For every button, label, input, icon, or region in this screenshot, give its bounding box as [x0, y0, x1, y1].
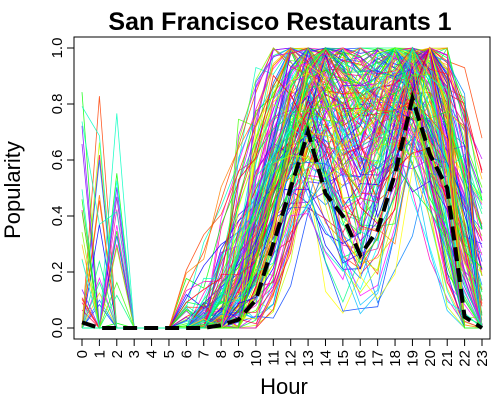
mean-series-line: [81, 90, 484, 330]
x-tick-label: 6: [178, 350, 195, 358]
x-tick-label: 15: [335, 350, 352, 367]
x-tick-label: 2: [109, 350, 126, 358]
x-tick-label: 20: [422, 350, 439, 367]
y-tick-label: 0.2: [49, 262, 66, 283]
x-tick-label: 17: [370, 350, 387, 367]
x-tick-label: 19: [404, 350, 421, 367]
y-tick-label: 0.6: [49, 150, 66, 171]
x-tick-label: 1: [91, 350, 108, 358]
y-axis-label: Popularity: [0, 141, 25, 239]
x-axis-label: Hour: [260, 374, 308, 399]
y-axis: 0.0 0.2 0.4 0.6 0.8 1.0: [49, 38, 75, 339]
x-tick-label: 7: [196, 350, 213, 358]
x-axis: 0 1 2 3 4 5 6 7 8 9 10 11 12 13 14 15 16 17 18 19 20 21 22 23: [74, 338, 491, 367]
x-tick-label: 23: [474, 350, 491, 367]
x-tick-label: 16: [352, 350, 369, 367]
x-tick-label: 3: [126, 350, 143, 358]
x-tick-label: 4: [144, 350, 161, 358]
x-tick-label: 13: [300, 350, 317, 367]
y-tick-label: 1.0: [49, 38, 66, 59]
x-tick-label: 21: [439, 350, 456, 367]
chart-title: San Francisco Restaurants 1: [108, 8, 451, 36]
x-tick-label: 11: [265, 350, 282, 366]
y-tick-label: 0.4: [49, 206, 66, 227]
x-tick-label: 18: [387, 350, 404, 367]
x-tick-label: 10: [248, 350, 265, 367]
x-tick-label: 12: [283, 350, 300, 367]
y-tick-label: 0.0: [49, 318, 66, 339]
x-tick-label: 9: [231, 350, 248, 358]
y-tick-label: 0.8: [49, 94, 66, 115]
x-tick-label: 5: [161, 350, 178, 358]
x-tick-label: 22: [457, 350, 474, 367]
mean-series-layer: [81, 90, 484, 330]
series-layer: [81, 46, 483, 330]
x-tick-label: 14: [317, 350, 334, 367]
x-tick-label: 0: [74, 350, 91, 358]
x-tick-label: 8: [213, 350, 230, 358]
